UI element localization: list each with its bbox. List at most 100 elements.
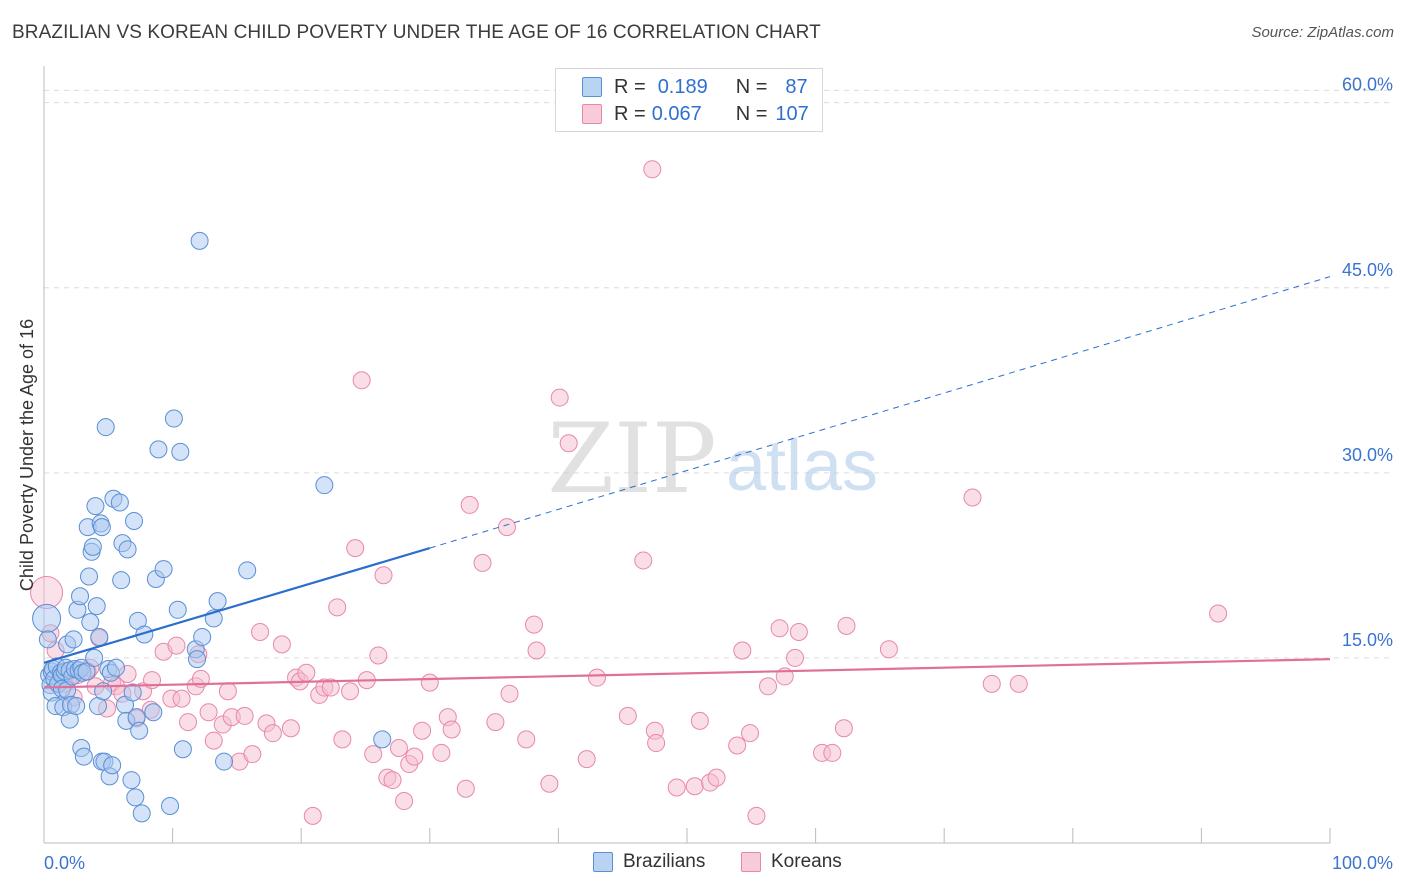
brazilian-point (38, 630, 57, 649)
korean-point (243, 745, 262, 764)
brazilian-point (81, 613, 100, 632)
korean-point (263, 724, 282, 743)
korean-point (1209, 604, 1228, 623)
brazilian-point (90, 627, 109, 646)
legend-row-brazilians: R = 0.189 N = 87 (582, 74, 808, 100)
brazilian-point (130, 721, 149, 740)
korean-point (413, 721, 432, 740)
korean-point (497, 518, 516, 537)
brazilians-swatch (593, 852, 613, 872)
chart-title: BRAZILIAN VS KOREAN CHILD POVERTY UNDER … (12, 22, 821, 43)
korean-point (577, 750, 596, 769)
brazilian-point (164, 409, 183, 428)
korean-point (297, 663, 316, 682)
korean-point (167, 636, 186, 655)
korean-point (823, 743, 842, 762)
korean-point (685, 777, 704, 796)
brazilian-point (132, 804, 151, 823)
korean-point (172, 689, 191, 708)
korean-point (559, 434, 578, 453)
n-value: 87 (785, 75, 808, 98)
brazilian-point (122, 771, 141, 790)
brazilian-point (74, 747, 93, 766)
korean-point (333, 730, 352, 749)
brazilian-point (86, 497, 105, 516)
brazilian-point (67, 697, 86, 716)
axes (43, 66, 1331, 844)
brazilian-point (118, 540, 137, 559)
korean-point (235, 706, 254, 725)
brazilian-point (161, 796, 180, 815)
korean-point (460, 495, 479, 514)
brazilian-point (193, 627, 212, 646)
korean-point (667, 778, 686, 797)
y-tick-label: 45.0% (1342, 260, 1393, 280)
watermark-zip: ZIP (547, 403, 716, 515)
brazilian-point (103, 756, 122, 775)
r-label: R = (614, 102, 646, 125)
brazilian-point (125, 511, 144, 530)
korean-point (982, 674, 1001, 693)
brazilian-point (315, 476, 334, 495)
koreans-swatch (582, 104, 602, 124)
korean-point (728, 736, 747, 755)
watermark: ZIP atlas (547, 403, 878, 515)
korean-point (500, 684, 519, 703)
korean-point (527, 641, 546, 660)
series-legend: Brazilians Koreans (0, 851, 1406, 877)
korean-point (517, 730, 536, 749)
korean-point (837, 616, 856, 635)
brazilian-point (110, 493, 129, 512)
korean-point (550, 388, 569, 407)
korean-point (647, 734, 666, 753)
n-label: N = (735, 75, 768, 98)
legend-label-brazilians: Brazilians (623, 851, 706, 872)
korean-point (634, 551, 653, 570)
korean-point (369, 646, 388, 665)
korean-point (741, 724, 760, 743)
brazilian-point (92, 518, 111, 537)
brazilians-trend-extension (429, 276, 1331, 549)
brazilian-point (190, 231, 209, 250)
korean-point (383, 771, 402, 790)
y-axis-label: Child Poverty Under the Age of 16 (17, 319, 37, 591)
korean-point (442, 720, 461, 739)
korean-point (405, 747, 424, 766)
brazilian-point (126, 788, 145, 807)
y-tick-label: 60.0% (1342, 75, 1393, 95)
n-label: N = (735, 102, 768, 125)
korean-point (199, 703, 218, 722)
korean-point (1009, 674, 1028, 693)
korean-point (963, 488, 982, 507)
brazilian-point (149, 440, 168, 459)
legend-label-koreans: Koreans (771, 851, 842, 872)
brazilian-point (83, 537, 102, 556)
brazilian-point (238, 561, 257, 580)
korean-point (618, 706, 637, 725)
korean-point (473, 553, 492, 572)
korean-point (364, 745, 383, 764)
korean-point (456, 779, 475, 798)
y-tick-label: 15.0% (1342, 630, 1393, 650)
korean-point (272, 635, 291, 654)
korean-point (420, 673, 439, 692)
legend-row-koreans: R = 0.067 N = 107 (582, 101, 809, 127)
brazilian-point (373, 730, 392, 749)
korean-point (834, 719, 853, 738)
korean-point (179, 713, 198, 732)
brazilian-point (154, 560, 173, 579)
brazilians-swatch (582, 77, 602, 97)
koreans-points (30, 160, 1228, 825)
brazilian-point (87, 597, 106, 616)
korean-point (352, 371, 371, 390)
tick-labels: 15.0% 30.0% 45.0% 60.0% 0.0% 100.0% (44, 75, 1393, 873)
korean-point (540, 774, 559, 793)
korean-point (374, 566, 393, 585)
brazilian-point (71, 587, 90, 606)
korean-point (218, 682, 237, 701)
koreans-swatch (741, 852, 761, 872)
korean-point (281, 719, 300, 738)
brazilian-point (85, 648, 104, 667)
brazilian-point (80, 567, 99, 586)
